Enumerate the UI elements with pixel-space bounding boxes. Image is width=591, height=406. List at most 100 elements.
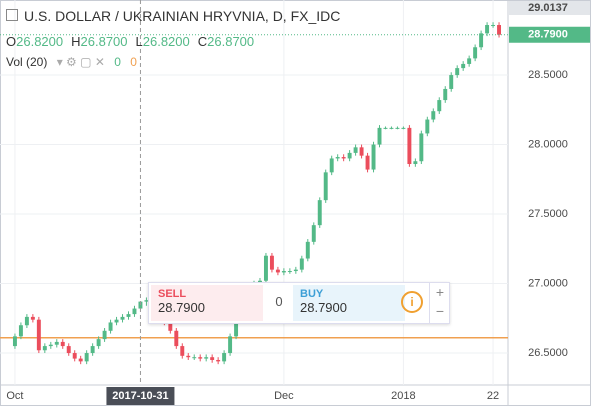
- candle-body: [48, 344, 53, 347]
- candle-body: [84, 353, 89, 362]
- candle-body: [12, 336, 17, 347]
- indicator-value: 0: [114, 55, 121, 69]
- candle-body: [54, 341, 59, 345]
- candle-body: [317, 200, 322, 226]
- candle-body: [323, 172, 328, 201]
- top-price-label: 29.0137: [528, 2, 568, 14]
- candle-body: [269, 255, 274, 270]
- candle-body: [449, 75, 454, 89]
- indicator: Vol (20): [6, 55, 48, 69]
- candle-body: [36, 319, 41, 351]
- indicator-row: Vol (20) ▾ ⚙ ▢ ✕ 0 0: [6, 55, 137, 69]
- candle-body: [455, 68, 460, 76]
- candle-body: [72, 353, 77, 359]
- candle-body: [491, 25, 496, 27]
- candle-body: [210, 357, 215, 360]
- candle-body: [395, 127, 400, 129]
- candle-body: [60, 341, 65, 347]
- candle-body: [377, 127, 382, 145]
- candle-body: [216, 359, 221, 362]
- candle-body: [24, 316, 29, 326]
- candle-body: [263, 255, 268, 281]
- candle-body: [186, 355, 191, 358]
- candle-body: [18, 325, 23, 337]
- candle-body: [389, 127, 394, 129]
- candle-body: [114, 319, 119, 323]
- y-tick-label: 27.5000: [528, 208, 568, 220]
- candle-body: [383, 127, 388, 129]
- candle-body: [126, 314, 131, 317]
- ohlc-value: 26.8200: [142, 34, 190, 49]
- candle-body: [30, 316, 35, 320]
- trade-widget: SELL 28.7900 0 BUY 28.7900 i + −: [148, 282, 450, 324]
- buy-price: 28.7900: [300, 300, 347, 315]
- plot: [0, 0, 508, 385]
- symbol: U.S. DOLLAR / UKRAINIAN HRYVNIA, D, FX_I…: [24, 8, 341, 24]
- candle-body: [443, 88, 448, 101]
- candle-body: [479, 33, 484, 48]
- candle-body: [66, 346, 71, 354]
- candle-body: [275, 269, 280, 273]
- candle-body: [293, 269, 298, 272]
- y-tick-label: 26.5000: [528, 347, 568, 359]
- candle-body: [353, 147, 358, 153]
- collapse-icon[interactable]: [6, 9, 18, 21]
- spread: 0: [275, 294, 283, 309]
- candle-body: [437, 100, 442, 112]
- candle-body: [108, 322, 113, 331]
- info-icon[interactable]: i: [401, 291, 423, 313]
- candle-body: [497, 25, 502, 35]
- y-tick-label: 27.0000: [528, 277, 568, 289]
- candle-body: [281, 271, 286, 273]
- candle-body: [96, 339, 101, 347]
- y-tick-label: 28.0000: [528, 138, 568, 150]
- axes: 26.5000 27.0000 27.5000 28.0000 28.5000 Oct De…: [6, 1, 590, 405]
- candle-body: [299, 258, 304, 270]
- x-tick-label: 22: [487, 390, 499, 402]
- candle-body: [467, 58, 472, 64]
- candle-body: [102, 330, 107, 340]
- x-tick-label: Oct: [6, 390, 23, 402]
- ohlc-value: 26.8200: [16, 34, 64, 49]
- candle-body: [413, 161, 418, 165]
- candle-body: [329, 158, 334, 173]
- crosshair-label: 2017-10-31: [112, 390, 168, 402]
- candle-body: [305, 241, 310, 259]
- sell-button[interactable]: SELL 28.7900: [151, 285, 263, 321]
- last-price-bg: [509, 26, 590, 43]
- candle-body: [234, 319, 239, 337]
- sell-price: 28.7900: [158, 300, 205, 315]
- candle-body: [42, 346, 47, 351]
- candle-body: [78, 358, 83, 362]
- candle-body: [204, 357, 209, 359]
- candle-body: [371, 144, 376, 170]
- candle-body: [228, 336, 233, 354]
- candle-body: [174, 330, 179, 347]
- ohlc-key: C: [197, 34, 208, 49]
- x-tick-label: 2018: [391, 390, 415, 402]
- candle-body: [419, 133, 424, 162]
- last-price-label: 28.7900: [528, 29, 568, 41]
- quantity-buttons[interactable]: + −: [429, 283, 450, 323]
- candle-body: [168, 322, 173, 331]
- candle-body: [365, 155, 370, 170]
- candle-body: [120, 316, 125, 320]
- candle-body: [180, 346, 185, 356]
- ohlc-key: H: [71, 34, 81, 49]
- candle-body: [431, 111, 436, 120]
- candle-body: [401, 127, 406, 129]
- y-tick-label: 28.5000: [528, 69, 568, 81]
- buy-button[interactable]: BUY 28.7900: [293, 285, 405, 321]
- candle-body: [287, 271, 292, 273]
- top-price-bg: [509, 1, 590, 15]
- indicator-icons[interactable]: ▾ ⚙ ▢ ✕: [56, 55, 105, 69]
- candle-body: [485, 25, 490, 34]
- candle-body: [192, 357, 197, 359]
- candle-body: [425, 119, 430, 134]
- ohlc-key: O: [6, 34, 17, 49]
- sell-label: SELL: [158, 288, 187, 300]
- symbol-row: U.S. DOLLAR / UKRAINIAN HRYVNIA, D, FX_I…: [6, 8, 340, 24]
- ohlc-value: 26.8700: [80, 34, 128, 49]
- candle-body: [335, 157, 340, 159]
